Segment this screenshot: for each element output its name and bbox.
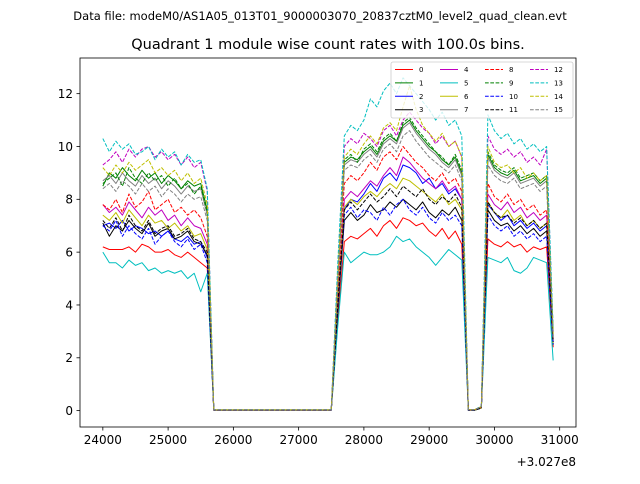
x-tick-label: 30000 xyxy=(475,433,513,447)
series-line-14 xyxy=(102,85,554,411)
legend-label: 1 xyxy=(419,79,423,87)
plot-area xyxy=(80,58,576,427)
x-tick-label: 24000 xyxy=(84,433,122,447)
x-tick-label: 25000 xyxy=(149,433,187,447)
y-tick-label: 6 xyxy=(65,245,73,259)
legend-label: 7 xyxy=(464,106,468,114)
legend-label: 8 xyxy=(509,66,513,74)
y-tick-label: 0 xyxy=(65,404,73,418)
plot-background xyxy=(80,58,576,427)
chart-title: Quadrant 1 module wise count rates with … xyxy=(131,37,525,53)
legend-label: 5 xyxy=(464,79,468,87)
legend-label: 12 xyxy=(554,66,563,74)
x-offset-label: +3.027e8 xyxy=(517,455,576,469)
legend-label: 11 xyxy=(509,106,518,114)
legend-label: 9 xyxy=(509,79,513,87)
y-tick-label: 10 xyxy=(58,140,73,154)
legend-label: 6 xyxy=(464,93,469,101)
x-tick-label: 29000 xyxy=(410,433,448,447)
legend-label: 3 xyxy=(419,106,423,114)
legend-label: 4 xyxy=(464,66,469,74)
y-tick-label: 8 xyxy=(65,193,73,207)
y-tick-label: 4 xyxy=(65,298,73,312)
figure-suptitle: Data file: modeM0/AS1A05_013T01_90000030… xyxy=(73,9,567,23)
x-tick-label: 28000 xyxy=(345,433,383,447)
x-tick-label: 27000 xyxy=(280,433,318,447)
y-tick-label: 12 xyxy=(58,87,73,101)
legend-label: 10 xyxy=(509,93,518,101)
series-line-11 xyxy=(102,185,554,411)
series-line-15 xyxy=(102,130,554,411)
axes: 24000 25000 26000 27000 28000 29000 30000 31000… xyxy=(58,57,579,447)
x-tick-label: 31000 xyxy=(541,433,579,447)
legend-label: 0 xyxy=(419,66,423,74)
legend-label: 15 xyxy=(554,106,563,114)
y-tick-label: 2 xyxy=(65,351,73,365)
legend-label: 13 xyxy=(554,79,563,87)
legend-label: 2 xyxy=(419,93,423,101)
legend-label: 14 xyxy=(554,93,563,101)
series-layer xyxy=(102,77,554,411)
x-tick-label: 26000 xyxy=(214,433,252,447)
legend-box xyxy=(390,61,574,119)
series-line-8 xyxy=(102,145,554,411)
axes-frame xyxy=(79,57,577,428)
